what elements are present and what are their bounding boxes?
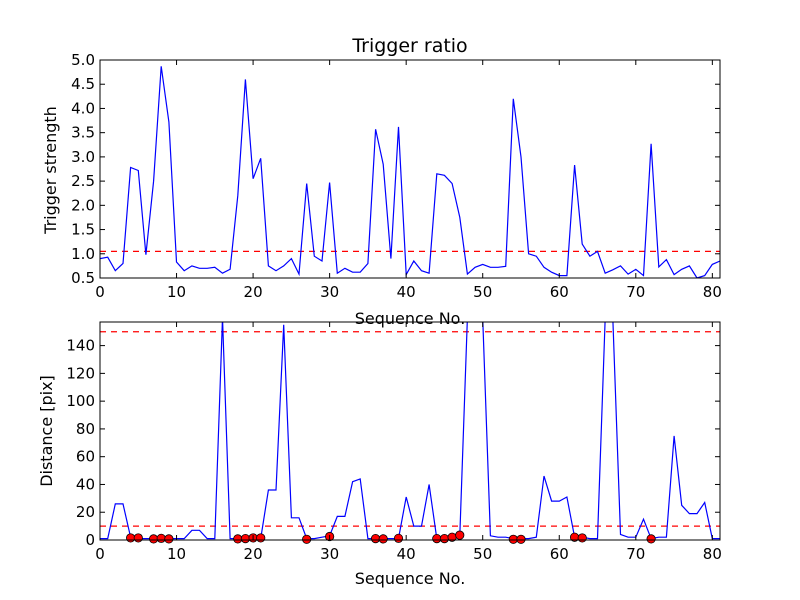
distance-plot: Sequence No. Distance [pix] 0 10 20 30 40 50 6… [37, 321, 722, 588]
top-x-tick-label: 50 [473, 283, 492, 301]
detection-marker [516, 534, 526, 544]
bottom-x-tick-label: 50 [473, 545, 492, 563]
detection-marker [646, 534, 656, 544]
top-y-tick-label: 4.5 [71, 75, 95, 93]
bottom-y-tick-label: 0 [85, 531, 95, 549]
bottom-x-tick-label: 80 [703, 545, 722, 563]
bottom-y-tick-label: 60 [76, 448, 95, 466]
detection-marker [256, 533, 266, 543]
detection-marker [370, 534, 381, 544]
detection-marker [577, 533, 587, 543]
bottom-x-tick-label: 70 [626, 545, 645, 563]
top-x-tick-label: 10 [167, 283, 186, 301]
bottom-y-tick-label: 100 [66, 392, 95, 410]
top-x-axis-label: Sequence No. [355, 309, 466, 328]
bottom-series-line [100, 322, 720, 540]
top-y-tick-label: 4.0 [71, 99, 95, 117]
top-y-tick-label: 3.0 [71, 148, 95, 166]
detection-marker [156, 533, 166, 543]
detection-marker [302, 534, 312, 544]
bottom-x-tick-label: 10 [167, 545, 186, 563]
bottom-axes-frame [99, 321, 721, 541]
detection-marker [508, 534, 518, 544]
bottom-y-axis-label: Distance [pix] [37, 375, 56, 487]
top-axes-frame [99, 59, 721, 279]
top-y-tick-label: 5.0 [71, 51, 95, 69]
top-series-line [100, 66, 720, 278]
detection-marker [240, 534, 251, 544]
detection-marker [432, 534, 442, 544]
detection-marker [148, 534, 159, 544]
bottom-y-tick-label: 120 [66, 364, 95, 382]
top-x-tick-label: 70 [626, 283, 645, 301]
bottom-x-tick-label: 60 [550, 545, 569, 563]
top-y-tick-label: 1.5 [71, 221, 95, 239]
detection-marker [393, 533, 404, 543]
chart-title: Trigger ratio [351, 35, 467, 57]
top-x-tick-label: 60 [550, 283, 569, 301]
detection-marker [455, 530, 465, 540]
top-y-tick-label: 0.5 [71, 269, 95, 287]
bottom-y-tick-label: 80 [76, 420, 95, 438]
top-x-tick-label: 30 [320, 283, 339, 301]
detection-marker [439, 534, 450, 544]
detection-marker [164, 534, 174, 544]
top-y-axis-label: Trigger strength [41, 106, 60, 235]
top-x-tick-label: 40 [397, 283, 416, 301]
top-y-tick-label: 2.5 [71, 172, 95, 190]
bottom-plot-area [100, 322, 720, 540]
top-x-tick-label: 80 [703, 283, 722, 301]
detection-marker [133, 533, 143, 543]
top-y-tick-label: 1.0 [71, 245, 95, 263]
top-plot-area [100, 66, 720, 278]
top-y-tick-label: 3.5 [71, 124, 95, 142]
bottom-x-tick-label: 20 [244, 545, 263, 563]
bottom-x-tick-label: 30 [320, 545, 339, 563]
top-x-tick-label: 20 [244, 283, 263, 301]
top-x-tick-label: 0 [95, 283, 105, 301]
detection-marker [126, 533, 136, 543]
bottom-x-axis-label: Sequence No. [355, 569, 466, 588]
bottom-y-tick-label: 40 [76, 475, 95, 493]
bottom-x-tick-label: 0 [95, 545, 105, 563]
bottom-y-tick-label: 140 [66, 337, 95, 355]
detection-marker [233, 534, 243, 544]
bottom-y-tick-label: 20 [76, 503, 95, 521]
trigger-ratio-plot: Trigger ratio Sequence No. Trigger stren… [41, 35, 722, 328]
detection-marker [378, 534, 388, 544]
bottom-x-tick-label: 40 [397, 545, 416, 563]
top-y-tick-label: 2.0 [71, 196, 95, 214]
